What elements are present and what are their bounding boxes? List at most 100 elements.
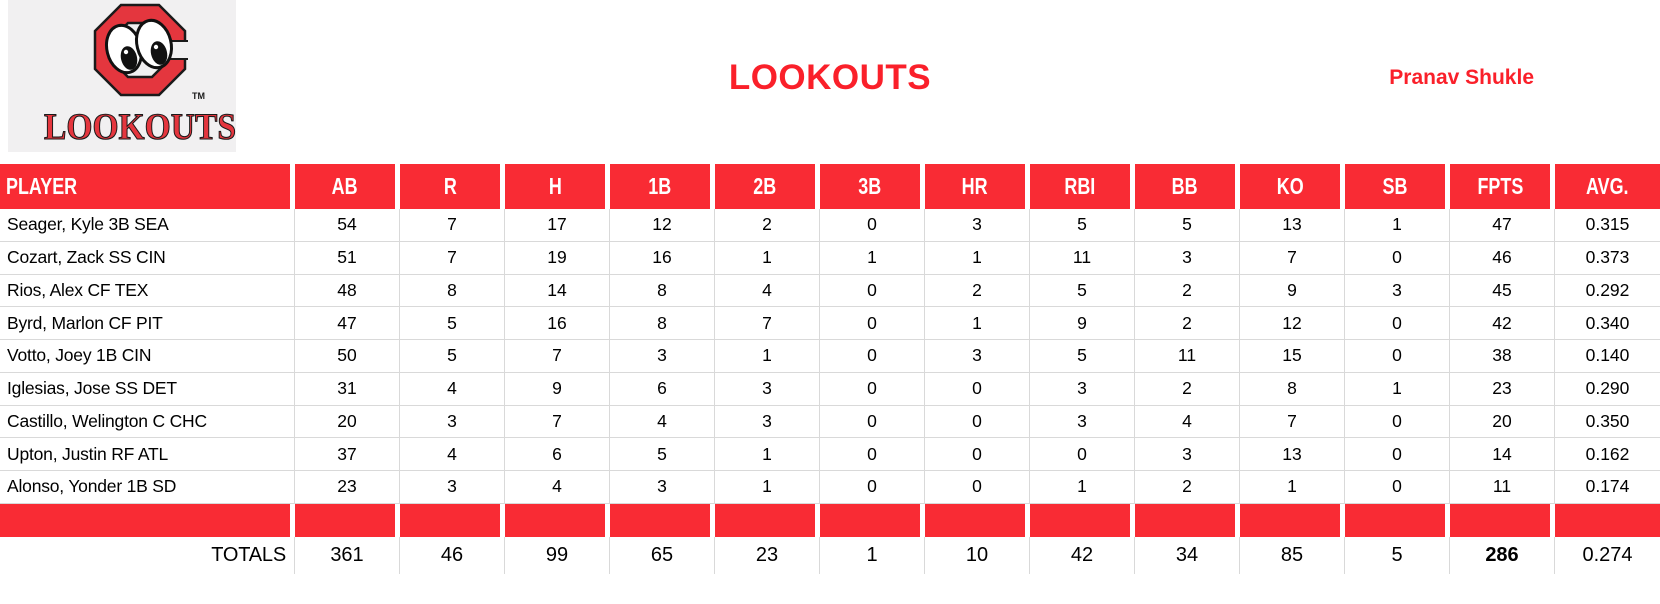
stat-cell: 5: [1030, 274, 1135, 308]
player-cell: Byrd, Marlon CF PIT: [0, 307, 295, 340]
stat-cell: 2: [1135, 274, 1240, 308]
table-row: Rios, Alex CF TEX 48 8 14 8 4 0 2 5 2 9 3 45 0.292: [0, 274, 1660, 308]
column-header-hr: HR: [925, 164, 1030, 209]
total-cell: 5: [1345, 536, 1450, 574]
stat-cell: 0: [1030, 438, 1135, 471]
total-cell: 23: [715, 536, 820, 574]
spacer-cell: [610, 503, 715, 537]
spacer-cell: [1135, 503, 1240, 537]
total-cell: 34: [1135, 536, 1240, 574]
stat-cell: 3: [1030, 405, 1135, 439]
stat-cell: 3: [715, 405, 820, 439]
stat-cell: 0.350: [1555, 405, 1660, 439]
stat-cell: 0.315: [1555, 209, 1660, 242]
column-header-r: R: [400, 164, 505, 209]
stat-cell: 0: [820, 340, 925, 373]
total-cell: 99: [505, 536, 610, 574]
stat-cell: 4: [1135, 405, 1240, 439]
stat-cell: 7: [505, 405, 610, 439]
stat-cell: 9: [505, 372, 610, 406]
spacer-cell: [295, 503, 400, 537]
stat-cell: 5: [1030, 209, 1135, 242]
stat-cell: 3: [1030, 372, 1135, 406]
column-header-fpts: FPTS: [1450, 164, 1555, 209]
stat-cell: 38: [1450, 340, 1555, 373]
spacer-cell: [1030, 503, 1135, 537]
stat-cell: 0: [1345, 471, 1450, 504]
stat-cell: 23: [295, 471, 400, 504]
stat-cell: 0: [925, 438, 1030, 471]
stat-cell: 0: [820, 209, 925, 242]
logo-wordmark: LOOKOUTS: [44, 107, 236, 148]
table-row: Alonso, Yonder 1B SD 23 3 4 3 1 0 0 1 2 1 0 11 0.174: [0, 471, 1660, 504]
stat-cell: 14: [1450, 438, 1555, 471]
player-cell: Rios, Alex CF TEX: [0, 274, 295, 308]
eyes-icon: [105, 18, 173, 75]
stat-cell: 11: [1030, 241, 1135, 275]
stat-cell: 1: [925, 307, 1030, 340]
stat-cell: 3: [925, 209, 1030, 242]
column-header-player: PLAYER: [0, 164, 295, 209]
stat-cell: 20: [295, 405, 400, 439]
stat-cell: 2: [1135, 471, 1240, 504]
stat-cell: 14: [505, 274, 610, 308]
stat-cell: 7: [715, 307, 820, 340]
top-banner: TM LOOKOUTS LOOKOUTS Pranav Shukle: [0, 0, 1660, 164]
stat-cell: 0: [1345, 405, 1450, 439]
stat-cell: 5: [400, 307, 505, 340]
stat-cell: 7: [1240, 241, 1345, 275]
stat-cell: 15: [1240, 340, 1345, 373]
stat-cell: 0: [820, 405, 925, 439]
stat-cell: 6: [610, 372, 715, 406]
stat-cell: 0: [925, 405, 1030, 439]
total-cell: 361: [295, 536, 400, 574]
stat-cell: 3: [400, 405, 505, 439]
table-body: Seager, Kyle 3B SEA 54 7 17 12 2 0 3 5 5 13 1 47 0.31…: [0, 209, 1660, 574]
stat-cell: 50: [295, 340, 400, 373]
stat-cell: 0.292: [1555, 274, 1660, 308]
stat-cell: 5: [610, 438, 715, 471]
total-cell: 65: [610, 536, 715, 574]
stat-cell: 7: [505, 340, 610, 373]
stat-cell: 7: [400, 241, 505, 275]
stat-cell: 3: [610, 340, 715, 373]
stat-cell: 1: [715, 340, 820, 373]
stat-cell: 2: [715, 209, 820, 242]
spacer-cell: [1555, 503, 1660, 537]
stat-cell: 54: [295, 209, 400, 242]
player-cell: Iglesias, Jose SS DET: [0, 372, 295, 406]
column-header-avg: AVG.: [1555, 164, 1660, 209]
column-header-h: H: [505, 164, 610, 209]
trademark-symbol: TM: [192, 91, 205, 101]
stat-cell: 47: [295, 307, 400, 340]
stat-cell: 2: [925, 274, 1030, 308]
spacer-cell: [1240, 503, 1345, 537]
stat-cell: 1: [715, 471, 820, 504]
stat-cell: 13: [1240, 438, 1345, 471]
column-header-ko: KO: [1240, 164, 1345, 209]
stat-cell: 0: [1345, 438, 1450, 471]
stats-table: PLAYER AB R H 1B 2B 3B HR RBI BB KO SB FPTS AVG. Seag…: [0, 164, 1660, 574]
stat-cell: 0: [1345, 340, 1450, 373]
stat-cell: 4: [400, 438, 505, 471]
stat-cell: 16: [505, 307, 610, 340]
player-cell: Seager, Kyle 3B SEA: [0, 209, 295, 242]
team-logo: TM LOOKOUTS: [8, 0, 236, 152]
stat-cell: 0: [820, 471, 925, 504]
stat-cell: 6: [505, 438, 610, 471]
spacer-row: [0, 503, 1660, 537]
column-header-2b: 2B: [715, 164, 820, 209]
stat-cell: 0: [820, 307, 925, 340]
stat-cell: 9: [1030, 307, 1135, 340]
spacer-cell: [715, 503, 820, 537]
stat-cell: 23: [1450, 372, 1555, 406]
table-row: Seager, Kyle 3B SEA 54 7 17 12 2 0 3 5 5 13 1 47 0.31…: [0, 209, 1660, 242]
stat-cell: 0: [820, 372, 925, 406]
stat-cell: 0.373: [1555, 241, 1660, 275]
stat-cell: 48: [295, 274, 400, 308]
column-header-ab: AB: [295, 164, 400, 209]
table-row: Iglesias, Jose SS DET 31 4 9 6 3 0 0 3 2 8 1 23 0.290: [0, 372, 1660, 406]
stat-cell: 46: [1450, 241, 1555, 275]
table-row: Byrd, Marlon CF PIT 47 5 16 8 7 0 1 9 2 12 0 42 0.340: [0, 307, 1660, 340]
player-cell: Alonso, Yonder 1B SD: [0, 471, 295, 504]
